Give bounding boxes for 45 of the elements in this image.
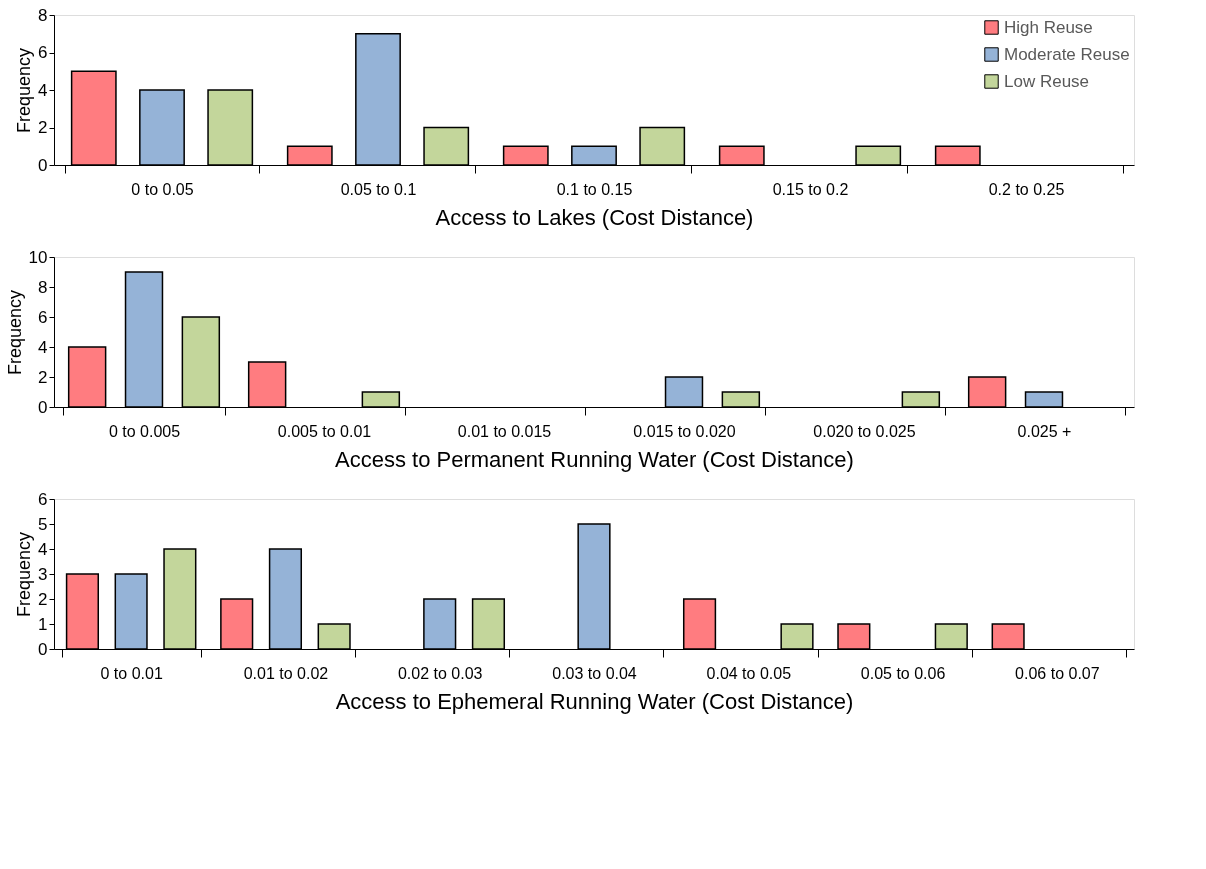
x-axis-title: Access to Permanent Running Water (Cost Distance) [335, 446, 854, 472]
y-tick-label: 6 [38, 489, 48, 509]
x-tick-label: 0.03 to 0.04 [552, 664, 637, 682]
y-tick-label: 6 [38, 307, 48, 327]
y-axis-title: Frequency [4, 289, 25, 376]
x-tick-label: 0.05 to 0.1 [340, 180, 417, 198]
x-tick-label: 0.005 to 0.01 [277, 422, 372, 440]
x-tick-label: 0 to 0.01 [100, 664, 163, 682]
x-axis-title: Access to Lakes (Cost Distance) [435, 204, 754, 230]
x-tick-label: 0.025 + [1017, 422, 1072, 440]
x-tick-label: 0.15 to 0.2 [772, 180, 849, 198]
x-tick-label: 0.2 to 0.25 [988, 180, 1065, 198]
legend-label: Moderate Reuse [1004, 44, 1130, 64]
y-tick-label: 5 [38, 514, 48, 534]
y-tick-label: 4 [38, 539, 48, 559]
x-tick-label: 0.02 to 0.03 [397, 664, 483, 682]
y-tick-label: 8 [38, 5, 48, 25]
x-tick-label: 0.015 to 0.020 [633, 422, 736, 440]
y-tick-label: 0 [38, 397, 48, 417]
legend-label: High Reuse [1004, 17, 1093, 37]
y-tick-label: 1 [38, 614, 48, 634]
y-tick-label: 2 [38, 589, 48, 609]
y-axis-title: Frequency [14, 47, 35, 134]
y-tick-label: 2 [38, 367, 48, 387]
y-tick-label: 2 [38, 118, 48, 137]
x-tick-label: 0 to 0.005 [108, 422, 181, 440]
y-tick-label: 6 [38, 43, 48, 62]
y-axis-title: Frequency [14, 531, 35, 618]
y-tick-label: 0 [38, 155, 48, 175]
x-tick-label: 0.05 to 0.06 [860, 664, 946, 682]
x-tick-label: 0.01 to 0.015 [457, 422, 552, 440]
y-tick-label: 3 [38, 564, 48, 584]
x-tick-label: 0.01 to 0.02 [243, 664, 329, 682]
x-tick-label: 0.1 to 0.15 [556, 180, 633, 198]
y-tick-label: 4 [38, 337, 48, 357]
y-tick-label: 10 [28, 247, 48, 267]
y-tick-label: 8 [38, 277, 48, 297]
x-tick-label: 0 to 0.05 [131, 180, 194, 198]
y-tick-label: 0 [38, 639, 48, 659]
x-axis-title: Access to Ephemeral Running Water (Cost Distance) [335, 688, 854, 714]
y-tick-label: 4 [38, 80, 48, 100]
x-tick-label: 0.06 to 0.07 [1015, 664, 1100, 682]
legend-label: Low Reuse [1004, 71, 1090, 91]
x-tick-label: 0.020 to 0.025 [813, 422, 916, 440]
x-tick-label: 0.04 to 0.05 [706, 664, 792, 682]
